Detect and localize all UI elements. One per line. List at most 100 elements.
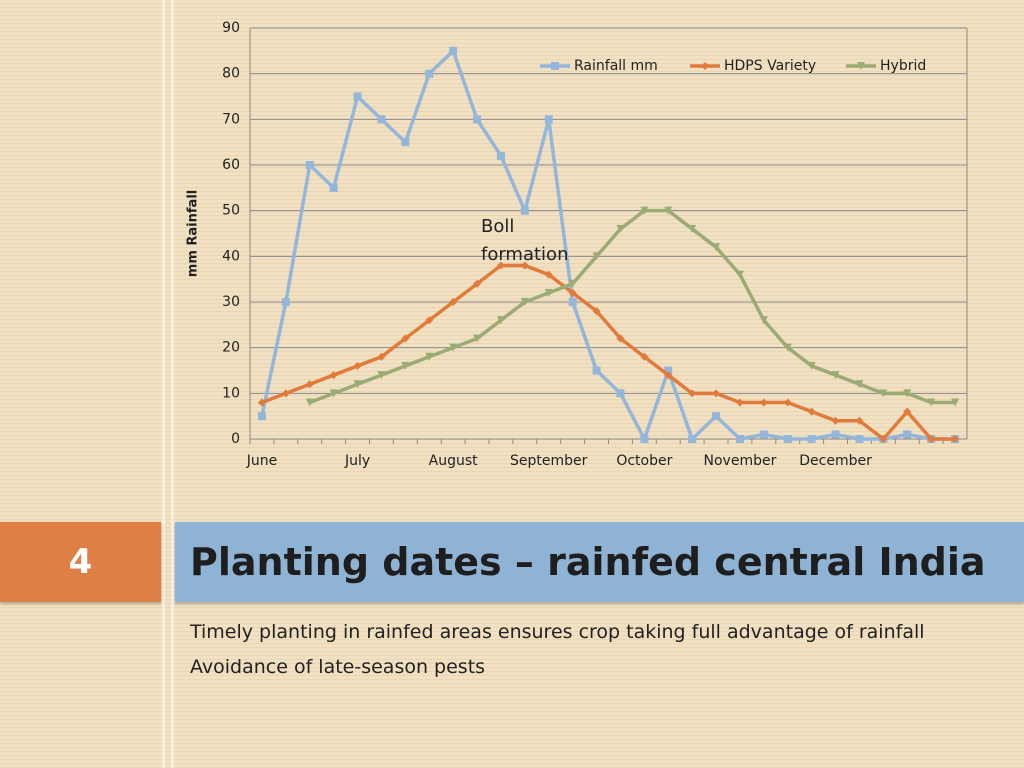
annotation: Boll formation xyxy=(481,216,569,265)
marker xyxy=(903,389,912,398)
marker xyxy=(735,270,744,279)
marker xyxy=(592,307,601,316)
marker xyxy=(831,430,840,439)
y-tick-label: 0 xyxy=(231,431,240,447)
marker xyxy=(520,206,529,215)
marker xyxy=(377,371,386,380)
marker xyxy=(496,261,505,270)
bullet: Avoidance of late-season pests xyxy=(190,656,486,678)
marker xyxy=(281,298,290,306)
marker xyxy=(759,430,768,439)
marker xyxy=(688,224,697,233)
marker xyxy=(401,138,410,147)
marker xyxy=(568,288,577,297)
marker xyxy=(759,316,768,325)
marker xyxy=(377,115,386,124)
marker xyxy=(401,361,410,370)
bullet: Timely planting in rainfed areas ensures… xyxy=(190,621,925,643)
marker xyxy=(305,398,314,407)
marker xyxy=(551,62,559,70)
marker xyxy=(951,435,960,443)
marker xyxy=(903,430,912,439)
marker xyxy=(473,334,482,343)
marker xyxy=(401,334,410,343)
marker xyxy=(520,298,529,306)
series-line xyxy=(309,208,956,405)
x-tick-label: August xyxy=(429,453,479,469)
marker xyxy=(903,407,912,416)
y-tick-label: 70 xyxy=(222,111,240,127)
marker xyxy=(425,69,434,78)
marker xyxy=(520,261,529,270)
y-tick-label: 10 xyxy=(222,385,240,401)
marker xyxy=(425,352,434,361)
series-line xyxy=(261,263,956,441)
marker xyxy=(616,224,625,233)
marker xyxy=(951,398,960,407)
marker xyxy=(281,389,290,398)
x-tick-label: July xyxy=(344,453,370,469)
y-axis-label: mm Rainfall xyxy=(186,190,201,277)
marker xyxy=(329,371,338,380)
marker xyxy=(425,316,434,325)
marker xyxy=(783,343,792,352)
marker xyxy=(353,380,362,389)
marker xyxy=(701,62,709,70)
marker xyxy=(735,398,744,407)
marker xyxy=(544,115,553,124)
x-tick-label: October xyxy=(616,453,672,469)
marker xyxy=(329,183,338,192)
marker xyxy=(807,361,816,370)
marker xyxy=(735,435,744,443)
marker xyxy=(712,243,721,252)
marker xyxy=(496,316,505,325)
marker xyxy=(592,366,601,375)
marker xyxy=(759,398,768,407)
marker xyxy=(544,288,553,297)
marker xyxy=(664,371,673,380)
marker xyxy=(257,398,266,407)
marker xyxy=(879,435,888,443)
y-tick-label: 50 xyxy=(222,203,240,219)
legend-label: Rainfall mm xyxy=(574,58,658,74)
marker xyxy=(616,389,625,398)
marker xyxy=(544,270,553,279)
marker xyxy=(449,46,458,55)
marker xyxy=(640,206,649,215)
marker xyxy=(257,412,266,421)
legend-label: Hybrid xyxy=(880,58,926,74)
marker xyxy=(664,206,673,215)
marker xyxy=(664,366,673,375)
marker xyxy=(473,115,482,124)
title-bar: Planting dates – rainfed central India xyxy=(175,522,1024,602)
y-tick-label: 40 xyxy=(222,248,240,264)
x-tick-label: November xyxy=(704,453,777,469)
marker xyxy=(879,389,888,398)
x-tick-label: September xyxy=(510,453,588,469)
marker xyxy=(831,371,840,380)
slide-title: Planting dates – rainfed central India xyxy=(190,540,986,584)
marker xyxy=(353,361,362,370)
marker xyxy=(449,343,458,352)
marker xyxy=(927,398,936,407)
marker xyxy=(688,389,697,398)
marker xyxy=(783,398,792,407)
divider xyxy=(171,0,174,768)
y-tick-label: 60 xyxy=(222,157,240,173)
marker xyxy=(616,334,625,343)
marker xyxy=(688,435,697,443)
marker xyxy=(473,279,482,288)
marker xyxy=(568,279,577,288)
marker xyxy=(449,298,458,306)
x-tick-label: December xyxy=(799,453,872,469)
x-tick-label: June xyxy=(246,453,278,469)
marker xyxy=(305,380,314,389)
marker xyxy=(807,435,816,443)
marker xyxy=(855,435,864,443)
divider xyxy=(162,0,165,768)
marker xyxy=(783,435,792,443)
y-tick-label: 90 xyxy=(222,20,240,36)
marker xyxy=(377,352,386,361)
marker xyxy=(855,416,864,425)
marker xyxy=(640,352,649,361)
